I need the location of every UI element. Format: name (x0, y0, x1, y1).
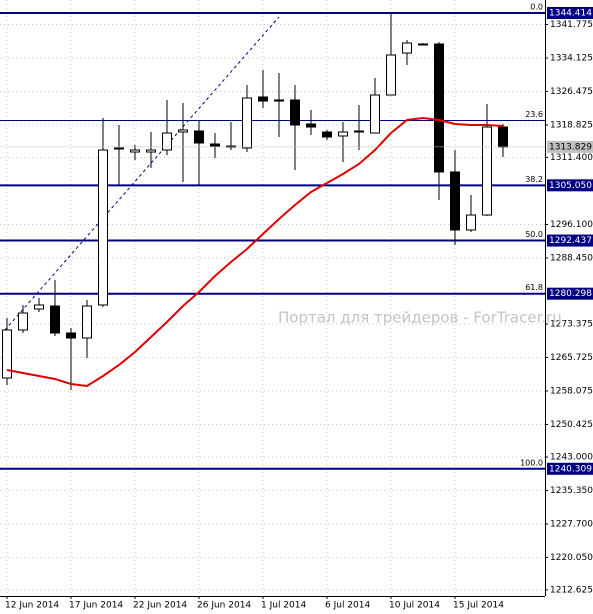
candle-body (242, 97, 252, 149)
candle-body (418, 43, 428, 46)
y-tick-label: 1326.475 (550, 87, 593, 97)
candle-body (354, 130, 364, 133)
fib-label: 61.8 (525, 283, 543, 292)
x-tick-label: 17 Jun 2014 (69, 601, 123, 611)
y-tick-label: 1265.725 (550, 353, 593, 363)
candle-body (402, 42, 412, 54)
fib-label: 0.0 (530, 2, 543, 11)
y-tick-label: 1296.100 (550, 220, 593, 230)
candle-body (178, 129, 188, 133)
candle-body (322, 131, 332, 138)
x-tick-label: 15 Jul 2014 (453, 601, 504, 611)
candle-body (2, 329, 12, 379)
price-box (547, 6, 593, 19)
candle-body (18, 312, 28, 331)
price-box-label: 1292.437 (549, 236, 592, 246)
y-tick-label: 1258.075 (550, 386, 593, 396)
y-tick-label: 1227.700 (550, 519, 593, 529)
y-tick-label: 1273.375 (550, 320, 593, 330)
price-box-label: 1240.309 (549, 464, 592, 474)
x-tick-label: 1 Jul 2014 (261, 601, 306, 611)
last-price-label: 1313.829 (549, 142, 592, 152)
candle-body (162, 132, 172, 151)
y-tick-label: 1288.450 (550, 254, 593, 264)
y-tick-label: 1311.400 (550, 153, 593, 163)
candle-body (50, 305, 60, 334)
y-tick-label: 1341.775 (550, 20, 593, 30)
x-tick-label: 22 Jun 2014 (133, 601, 187, 611)
candle-body (306, 123, 316, 128)
fib-label: 38.2 (525, 175, 543, 184)
candle-body (194, 130, 204, 144)
x-tick-label: 12 Jun 2014 (5, 601, 59, 611)
price-box (547, 287, 593, 300)
fib-label: 100.0 (520, 458, 543, 467)
y-tick-label: 1212.625 (550, 585, 593, 595)
x-tick-label: 10 Jul 2014 (389, 601, 440, 611)
price-box-label: 1305.050 (549, 181, 592, 191)
price-box (547, 179, 593, 192)
candle-body (114, 147, 124, 150)
candle-body (482, 126, 492, 216)
last-price-box (547, 140, 593, 153)
y-tick-label: 1334.125 (550, 54, 593, 64)
y-tick-label: 1250.425 (550, 420, 593, 430)
candle-body (98, 149, 108, 306)
y-tick-label: 1318.825 (550, 121, 593, 131)
candle-body (386, 54, 396, 96)
price-box-label: 1280.298 (549, 289, 592, 299)
candle-body (34, 304, 44, 310)
candle-body (498, 126, 508, 148)
y-tick-label: 1235.350 (550, 486, 593, 496)
y-tick-label: 1243.000 (550, 452, 593, 462)
candle-body (338, 131, 348, 137)
candle-body (66, 332, 76, 339)
candle-body (130, 149, 140, 153)
candle-body (258, 96, 268, 102)
candle-body (82, 305, 92, 339)
watermark: Портал для трейдеров - ForTracer.ru (278, 309, 562, 327)
fib-label: 23.6 (525, 110, 543, 119)
fib-label: 50.0 (525, 230, 543, 239)
price-box (547, 462, 593, 475)
y-tick-label: 1220.050 (550, 553, 593, 563)
candle-body (210, 143, 220, 147)
candle-body (466, 214, 476, 231)
candle-body (290, 99, 300, 126)
moving-average (6, 116, 504, 388)
candle-body (450, 171, 460, 231)
x-tick-label: 6 Jul 2014 (325, 601, 370, 611)
candle-body (146, 149, 156, 153)
candle-body (434, 43, 444, 173)
candle-body (274, 99, 284, 102)
price-box-label: 1344.414 (549, 8, 592, 18)
price-box (547, 234, 593, 247)
candle-body (370, 94, 380, 134)
x-tick-label: 26 Jun 2014 (197, 601, 251, 611)
